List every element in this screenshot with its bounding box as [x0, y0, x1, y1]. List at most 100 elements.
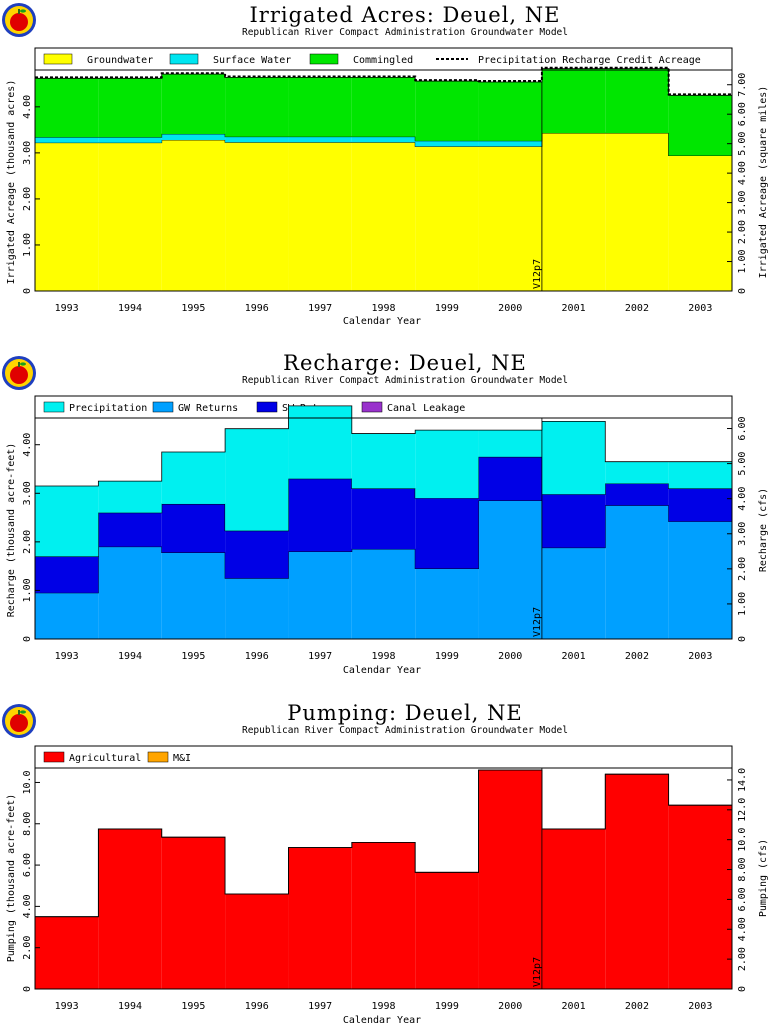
x-tick-label-2001: 2001: [562, 1001, 586, 1012]
y-tick-label: 8.00: [22, 812, 33, 836]
bar-precipitation-1995: [161, 452, 226, 504]
bar-sw-returns-1994: [98, 512, 162, 547]
y-tick-label: 0: [22, 636, 33, 642]
legend-swatch-sw-returns: [256, 401, 278, 413]
x-tick-label-2001: 2001: [562, 651, 586, 662]
y-tick-label: 3.00: [22, 481, 33, 505]
legend-label-m-and-i: M&I: [173, 753, 191, 764]
bar-agricultural-1999: [415, 872, 479, 989]
bar-agricultural-1994: [98, 828, 162, 989]
legend-swatch-groundwater: [43, 53, 73, 65]
x-tick-label-2000: 2000: [498, 651, 522, 662]
y-tick-label: 0: [22, 288, 33, 294]
irrigated-acres-chart: Irrigated Acres: Deuel, NE Republican Ri…: [2, 3, 768, 327]
legend-label-agricultural: Agricultural: [69, 753, 141, 764]
x-tick-label-2000: 2000: [498, 303, 522, 314]
legend-label-precipitation: Precipitation: [69, 403, 147, 414]
bar-groundwater-1998: [351, 142, 416, 291]
plot-frame: [34, 417, 733, 640]
bar-groundwater-1999: [415, 146, 479, 291]
legend-swatch-agricultural: [43, 751, 65, 763]
bar-gw-returns-2003: [668, 521, 732, 639]
apple-logo: [2, 3, 36, 37]
version-annotation: V12p7: [532, 957, 543, 987]
x-tick-label-1996: 1996: [245, 651, 269, 662]
y-tick-label: 3.00: [22, 141, 33, 165]
y-axis-right-label: Irrigated Acreage (square miles): [758, 86, 768, 279]
bar-commingled-1994: [98, 78, 162, 138]
chart-title: Pumping: Deuel, NE: [287, 701, 522, 725]
bar-commingled-2003: [668, 95, 732, 156]
bar-precipitation-1996: [225, 428, 289, 531]
y-tick-label: 2.00: [22, 530, 33, 554]
bar-agricultural-1998: [351, 842, 416, 989]
bar-precipitation-2003: [668, 461, 732, 489]
pumping-panel: Pumping: Deuel, NE Republican River Comp…: [0, 696, 768, 1036]
bar-precipitation-1998: [351, 433, 416, 489]
y-tick-label: 2.00: [22, 187, 33, 211]
chart-subtitle: Republican River Compact Administration …: [242, 725, 568, 736]
bar-commingled-1997: [288, 77, 352, 137]
bar-groundwater-1995: [161, 139, 226, 291]
bar-gw-returns-1993: [35, 592, 99, 639]
x-tick-label-1993: 1993: [55, 651, 79, 662]
bar-precipitation-2002: [605, 461, 669, 484]
y-right-tick-label: 6.00: [737, 416, 748, 440]
legend-swatch-commingled: [309, 53, 339, 65]
x-tick-label-1998: 1998: [371, 1001, 395, 1012]
bar-precipitation-1993: [35, 486, 99, 557]
bar-agricultural-1995: [161, 837, 226, 989]
y-tick-label: 0: [22, 986, 33, 992]
y-axis-right-label: Pumping (cfs): [758, 839, 768, 917]
legend-swatch-precipitation: [43, 401, 65, 413]
bar-commingled-2002: [605, 68, 669, 134]
bar-gw-returns-1996: [225, 578, 289, 639]
legend-swatch-m-and-i: [147, 751, 169, 763]
bar-sw-returns-1997: [288, 478, 352, 552]
bar-gw-returns-2002: [605, 505, 669, 639]
bar-sw-returns-2002: [605, 483, 669, 506]
x-tick-label-1993: 1993: [55, 303, 79, 314]
legend: Agricultural M&I: [43, 751, 191, 764]
bar-sw-returns-2000: [478, 456, 542, 501]
x-tick-label-2000: 2000: [498, 1001, 522, 1012]
y-right-tick-label: 0: [737, 288, 748, 294]
x-axis-label: Calendar Year: [343, 665, 421, 676]
x-tick-label-1996: 1996: [245, 303, 269, 314]
x-tick-label-2002: 2002: [625, 1001, 649, 1012]
bar-groundwater-2000: [478, 146, 542, 291]
bar-gw-returns-1998: [351, 549, 416, 639]
bar-commingled-1999: [415, 81, 479, 141]
plot-area: V12p7 0 2.00 4.00 6.00 8.00 10.0 0 2.00 4.00 6.00 8…: [22, 767, 748, 1012]
bar-sw-returns-1995: [161, 503, 226, 553]
bar-groundwater-1994: [98, 142, 162, 291]
x-tick-label-1993: 1993: [55, 1001, 79, 1012]
y-tick-label: 4.00: [22, 433, 33, 457]
bar-groundwater-1996: [225, 142, 289, 291]
plot-area: V12p7 0 1.00 2.00 3.00 4.00 0 1.00 2.00 3.00 4.00 5…: [22, 405, 748, 662]
bar-gw-returns-1999: [415, 568, 479, 639]
x-tick-label-2003: 2003: [688, 651, 712, 662]
recharge-chart: Recharge: Deuel, NE Republican River Com…: [2, 351, 768, 676]
x-axis-label: Calendar Year: [343, 1015, 421, 1026]
bar-gw-returns-1994: [98, 546, 162, 639]
series-line-precipitation: [35, 405, 732, 487]
legend-label-commingled: Commingled: [353, 55, 413, 66]
apple-logo: [2, 704, 36, 738]
irrigated-acres-panel: Irrigated Acres: Deuel, NE Republican Ri…: [0, 0, 768, 340]
y-tick-label: 10.0: [22, 770, 33, 794]
bar-commingled-2000: [478, 81, 542, 141]
bar-surface-water-1999: [415, 140, 479, 147]
y-right-tick-label: 5.00: [737, 132, 748, 156]
x-tick-label-2002: 2002: [625, 651, 649, 662]
x-tick-label-1994: 1994: [118, 303, 142, 314]
chart-subtitle: Republican River Compact Administration …: [242, 27, 568, 38]
bar-sw-returns-1998: [351, 488, 416, 550]
y-axis-label: Irrigated Acreage (thousand acres): [6, 80, 17, 285]
x-tick-label-1999: 1999: [435, 303, 459, 314]
x-tick-label-1999: 1999: [435, 1001, 459, 1012]
y-axis-right-label: Recharge (cfs): [758, 488, 768, 572]
bar-surface-water-2000: [478, 140, 542, 147]
pumping-chart: Pumping: Deuel, NE Republican River Comp…: [2, 701, 768, 1026]
